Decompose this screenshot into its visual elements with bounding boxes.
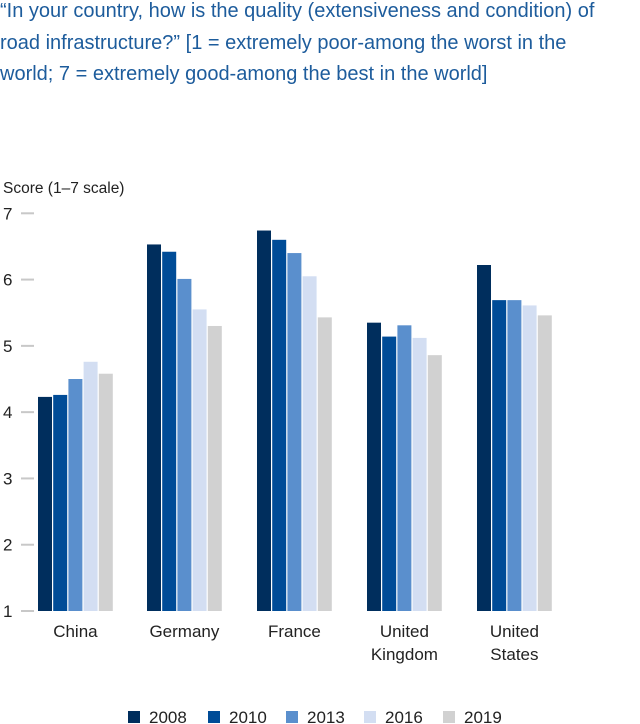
bar-2013 xyxy=(507,300,522,611)
chart-title: “In your country, how is the quality (ex… xyxy=(0,0,595,85)
bar-2019 xyxy=(537,315,552,611)
category-label: States xyxy=(490,645,538,664)
bar-2008 xyxy=(367,322,381,611)
y-tick-label: 1 xyxy=(3,602,12,621)
legend-label: 2016 xyxy=(385,708,423,724)
bar-2010 xyxy=(492,300,507,611)
bar-2016 xyxy=(522,305,537,611)
bar-2008 xyxy=(257,230,271,611)
legend-swatch xyxy=(208,711,220,723)
bar-2013 xyxy=(177,278,192,611)
legend-swatch xyxy=(364,711,376,723)
bar-2008 xyxy=(477,265,491,611)
y-tick-label: 3 xyxy=(3,469,12,488)
bar-2010 xyxy=(382,336,397,611)
bar-2019 xyxy=(98,373,113,611)
y-axis-label: Score (1–7 scale) xyxy=(3,180,124,197)
category-label: United xyxy=(380,622,429,641)
bar-2019 xyxy=(427,355,442,611)
legend-label: 2010 xyxy=(229,708,267,724)
bar-2013 xyxy=(68,379,83,611)
legend-swatch xyxy=(128,711,140,723)
bar-2019 xyxy=(207,325,222,611)
bar-2019 xyxy=(317,317,332,611)
bar-2008 xyxy=(147,244,161,611)
legend-label: 2019 xyxy=(464,708,502,724)
legend-swatch xyxy=(286,711,298,723)
category-label: France xyxy=(268,622,321,641)
bar-2016 xyxy=(192,309,207,611)
y-tick-label: 6 xyxy=(3,271,12,290)
bar-2016 xyxy=(83,361,98,611)
bar-2013 xyxy=(287,253,302,611)
bar-2013 xyxy=(397,325,412,611)
bar-2016 xyxy=(412,337,427,611)
category-label: Germany xyxy=(149,622,219,641)
bar-2010 xyxy=(53,394,68,611)
bar-2010 xyxy=(162,251,177,612)
legend-swatch xyxy=(443,711,455,723)
category-label: United xyxy=(490,622,539,641)
bar-2010 xyxy=(272,239,287,611)
bar-2016 xyxy=(302,276,317,611)
category-label: Kingdom xyxy=(371,645,438,664)
y-tick-label: 7 xyxy=(3,204,12,223)
y-tick-label: 5 xyxy=(3,337,12,356)
legend-label: 2013 xyxy=(307,708,345,724)
category-label: China xyxy=(53,622,98,641)
y-tick-label: 2 xyxy=(3,536,12,555)
legend-label: 2008 xyxy=(149,708,187,724)
bar-2008 xyxy=(38,396,52,611)
y-tick-label: 4 xyxy=(3,403,12,422)
